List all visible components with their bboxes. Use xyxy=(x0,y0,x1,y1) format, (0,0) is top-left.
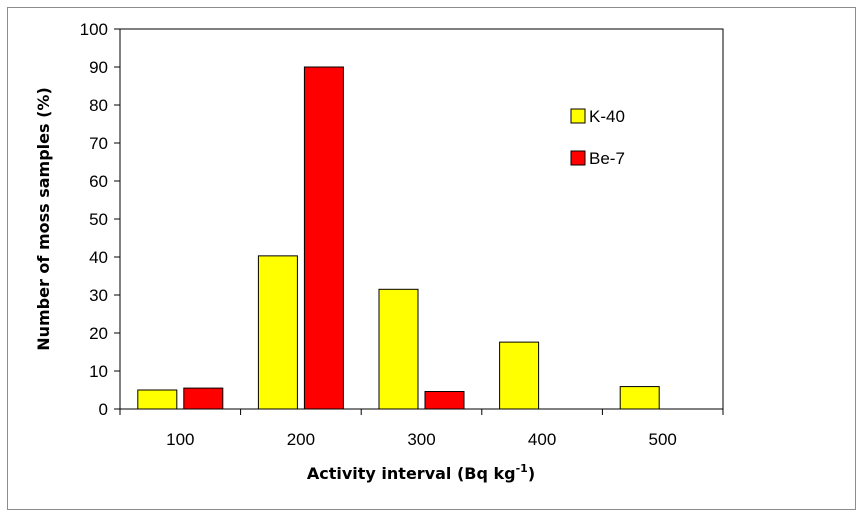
bar-be-7-300 xyxy=(424,391,465,410)
bar-k-40-300 xyxy=(378,288,419,410)
x-tick-label: 500 xyxy=(649,430,677,449)
legend: K-40 Be-7 xyxy=(570,107,625,168)
plot-area xyxy=(119,28,724,410)
y-tick-label: 10 xyxy=(89,362,108,381)
bar-k-40-200 xyxy=(257,255,298,410)
legend-swatch-k-40 xyxy=(570,108,586,124)
x-axis-title: Activity interval (Bq kg-1) xyxy=(307,462,535,483)
x-axis-title-superscript: -1 xyxy=(516,462,528,475)
y-tick-label: 100 xyxy=(80,20,108,39)
x-tick-label: 200 xyxy=(287,430,315,449)
legend-label-k-40: K-40 xyxy=(589,107,625,126)
bar-k-40-100 xyxy=(137,389,178,410)
y-tick-label: 50 xyxy=(89,210,108,229)
bar-k-40-400 xyxy=(499,341,540,410)
bar-be-7-200 xyxy=(303,66,344,410)
y-tick-label: 30 xyxy=(89,286,108,305)
bars xyxy=(137,66,660,410)
y-tick-label: 60 xyxy=(89,172,108,191)
y-tick-label: 80 xyxy=(89,96,108,115)
x-tick-label: 400 xyxy=(528,430,556,449)
y-tick-label: 90 xyxy=(89,58,108,77)
x-axis-title-main: Activity interval (Bq kg xyxy=(307,464,516,483)
y-tick-label: 40 xyxy=(89,248,108,267)
bar-k-40-500 xyxy=(619,386,660,410)
x-axis-ticks: 100 200 300 400 500 xyxy=(119,409,724,449)
bar-be-7-100 xyxy=(183,387,224,410)
x-tick-label: 100 xyxy=(166,430,194,449)
y-axis-title: Number of moss samples (%) xyxy=(34,87,53,351)
y-tick-label: 0 xyxy=(99,400,108,419)
y-tick-label: 20 xyxy=(89,324,108,343)
y-tick-label: 70 xyxy=(89,134,108,153)
legend-label-be-7: Be-7 xyxy=(589,149,625,168)
x-tick-label: 300 xyxy=(407,430,435,449)
x-axis-title-tail: ) xyxy=(528,464,535,483)
y-axis-ticks: 0 10 20 30 40 50 60 70 80 90 100 xyxy=(80,20,120,419)
legend-swatch-be-7 xyxy=(570,150,586,166)
